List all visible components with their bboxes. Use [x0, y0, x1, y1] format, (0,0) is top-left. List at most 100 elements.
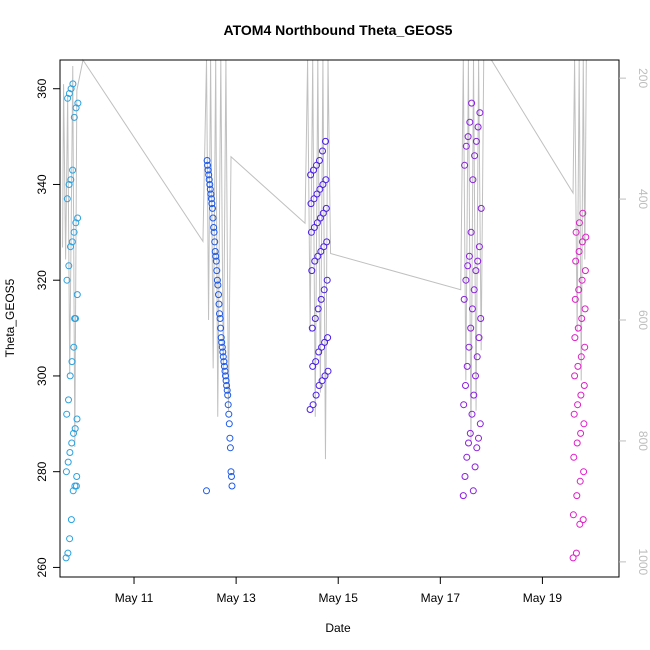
data-point	[581, 267, 589, 275]
x-axis: May 11 May 13 May 15 May 17 May 19	[115, 576, 563, 605]
data-point	[223, 386, 231, 394]
data-point	[477, 204, 485, 212]
data-point	[205, 171, 213, 179]
data-point	[460, 401, 468, 409]
data-point	[213, 267, 221, 275]
data-point	[70, 429, 77, 437]
data-point	[63, 410, 71, 418]
data-point	[466, 429, 474, 437]
y-tick-label: 300	[35, 366, 49, 386]
data-point	[576, 477, 584, 485]
data-point	[224, 401, 232, 409]
data-point	[67, 85, 75, 93]
data-point	[212, 252, 220, 260]
data-point	[459, 492, 467, 500]
data-point	[574, 401, 582, 409]
data-point	[578, 238, 586, 246]
data-point	[576, 520, 584, 528]
data-point	[580, 382, 588, 389]
data-point	[461, 161, 469, 169]
data-point	[219, 348, 227, 356]
y2-tick-label: 400	[636, 189, 650, 209]
data-point	[578, 315, 586, 322]
data-point	[210, 224, 218, 231]
data-point	[472, 372, 479, 380]
data-point	[473, 444, 481, 452]
data-point	[312, 358, 320, 366]
data-point	[581, 305, 589, 313]
data-point	[224, 391, 232, 399]
data-point	[465, 343, 473, 351]
data-point	[322, 176, 330, 184]
x-tick-label: May 17	[421, 591, 461, 605]
y-tick-label: 260	[35, 557, 49, 577]
data-point	[473, 353, 481, 361]
y2-tick-label: 600	[636, 310, 650, 330]
x-tick-label: May 13	[216, 591, 256, 605]
data-point	[73, 291, 81, 299]
data-point	[475, 334, 483, 342]
data-point	[572, 228, 580, 236]
data-point	[205, 176, 213, 184]
data-point	[472, 267, 480, 275]
data-point	[65, 181, 73, 188]
data-point	[575, 286, 583, 294]
data-point	[571, 334, 579, 342]
data-point	[577, 391, 585, 399]
data-point	[471, 463, 479, 471]
data-point	[66, 449, 74, 456]
data-point	[211, 248, 219, 255]
data-point	[572, 549, 580, 557]
data-point	[222, 372, 229, 380]
data-point	[67, 243, 74, 251]
data-point	[469, 176, 477, 184]
data-point	[66, 535, 74, 543]
data-point	[71, 315, 79, 322]
data-point	[323, 276, 331, 284]
flight-series-2	[203, 157, 236, 495]
data-point	[464, 133, 472, 141]
data-point	[212, 257, 220, 265]
data-point	[203, 157, 211, 164]
data-point	[72, 104, 80, 112]
data-point	[68, 238, 76, 246]
data-point	[577, 353, 585, 361]
data-point	[468, 410, 476, 418]
data-point	[575, 219, 583, 227]
data-point	[218, 343, 226, 351]
data-point	[308, 324, 316, 332]
data-point	[477, 315, 485, 322]
data-point	[66, 372, 74, 380]
data-point	[462, 276, 470, 284]
y-tick-label: 340	[35, 174, 49, 194]
data-point	[209, 214, 217, 222]
data-point	[573, 439, 581, 447]
data-point	[475, 434, 482, 442]
chart-title: ATOM4 Northbound Theta_GEOS5	[224, 22, 453, 38]
data-point	[216, 315, 224, 322]
data-point	[65, 396, 72, 404]
y-tick-label: 320	[35, 270, 49, 290]
data-point	[207, 190, 215, 198]
data-point	[308, 267, 316, 275]
data-point	[225, 410, 233, 418]
y-axis-label: Theta_GEOS5	[3, 278, 17, 357]
pressure-track-layer	[62, 58, 587, 460]
data-point	[64, 94, 72, 102]
data-point	[222, 377, 230, 385]
data-point	[215, 300, 223, 308]
data-point	[70, 228, 78, 236]
x-tick-label: May 19	[523, 591, 563, 605]
data-point	[322, 204, 330, 212]
data-point	[207, 195, 215, 203]
data-point	[227, 468, 235, 476]
data-point	[203, 487, 210, 495]
data-point	[72, 219, 80, 227]
data-point	[575, 248, 583, 255]
plot-frame	[59, 59, 620, 578]
data-point	[468, 305, 476, 313]
data-point	[472, 137, 480, 145]
data-point	[69, 80, 77, 88]
data-point	[68, 439, 76, 447]
